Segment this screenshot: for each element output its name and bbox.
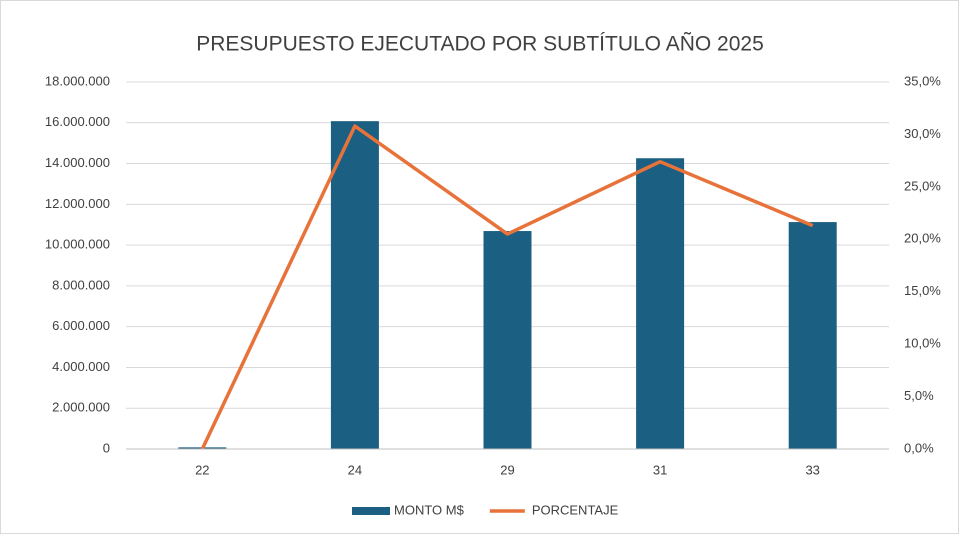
legend-label: PORCENTAJE <box>532 502 619 517</box>
line <box>200 124 814 450</box>
x-tick-label: 22 <box>195 462 209 477</box>
x-tick-label: 29 <box>500 462 514 477</box>
y-tick-label: 8.000.000 <box>52 277 110 292</box>
x-tick-label: 31 <box>653 462 667 477</box>
y2-tick-label: 30,0% <box>904 126 941 141</box>
bar <box>483 231 532 449</box>
y-tick-label: 12.000.000 <box>45 196 110 211</box>
y2-tick-label: 0,0% <box>904 440 934 455</box>
y-tick-label: 10.000.000 <box>45 237 110 252</box>
x-tick-label: 24 <box>348 462 362 477</box>
y-tick-label: 16.000.000 <box>45 114 110 129</box>
y2-tick-label: 25,0% <box>904 178 941 193</box>
y2-tick-label: 35,0% <box>904 73 941 88</box>
legend-label: MONTO M$ <box>394 502 465 517</box>
y-tick-label: 14.000.000 <box>45 155 110 170</box>
y-tick-label: 0 <box>103 440 110 455</box>
y2-tick-label: 10,0% <box>904 336 941 351</box>
y-tick-label: 4.000.000 <box>52 359 110 374</box>
bar <box>636 158 685 449</box>
y-tick-label: 6.000.000 <box>52 318 110 333</box>
y2-tick-label: 20,0% <box>904 231 941 246</box>
bar <box>330 121 379 449</box>
chart-title: PRESUPUESTO EJECUTADO POR SUBTÍTULO AÑO … <box>196 32 764 56</box>
x-tick-label: 33 <box>805 462 819 477</box>
y2-tick-label: 5,0% <box>904 388 934 403</box>
y-tick-label: 18.000.000 <box>45 73 110 88</box>
bar <box>788 222 837 449</box>
legend-swatch <box>352 507 390 515</box>
y2-tick-label: 15,0% <box>904 283 941 298</box>
y-tick-label: 2.000.000 <box>52 400 110 415</box>
